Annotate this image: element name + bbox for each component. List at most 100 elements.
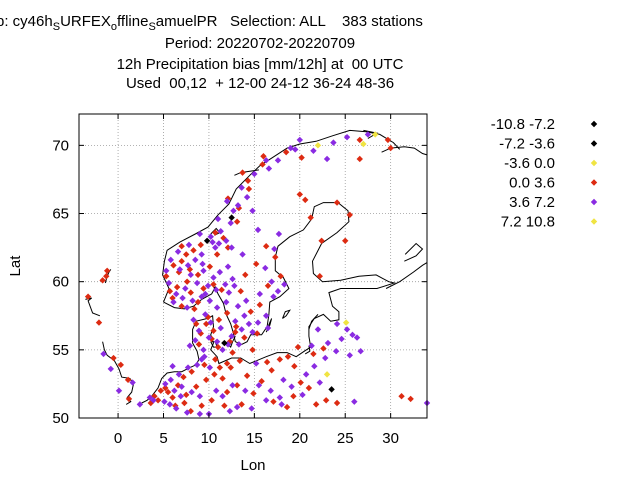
station-point — [322, 397, 330, 404]
station-point — [302, 371, 310, 378]
station-point — [262, 264, 269, 272]
station-point — [179, 294, 186, 302]
station-point — [316, 379, 323, 386]
x-tick-label: 10 — [201, 430, 218, 447]
station-point — [276, 394, 284, 401]
station-point — [178, 383, 185, 390]
x-tick-label: 25 — [337, 430, 354, 447]
station-point — [222, 237, 230, 244]
station-point — [256, 301, 264, 309]
station-point — [154, 397, 162, 404]
station-point — [222, 298, 230, 306]
station-point — [176, 266, 184, 273]
station-point — [227, 364, 234, 371]
station-point — [316, 273, 323, 280]
station-point — [181, 399, 188, 407]
station-point — [328, 386, 335, 393]
legend-marker — [590, 179, 598, 186]
station-point — [202, 311, 209, 318]
station-point — [308, 342, 315, 349]
station-point — [242, 271, 249, 279]
station-point — [268, 367, 275, 374]
station-point — [247, 308, 254, 315]
station-point — [170, 298, 177, 306]
station-point — [212, 356, 219, 363]
station-point — [171, 387, 178, 394]
station-point — [117, 361, 124, 369]
station-point — [110, 354, 117, 362]
station-point — [167, 256, 174, 264]
station-point — [215, 240, 223, 247]
station-point — [216, 364, 224, 371]
x-axis-label: Lon — [240, 457, 265, 474]
station-point — [243, 372, 251, 379]
station-point — [237, 288, 244, 295]
station-point — [346, 211, 353, 219]
coastline-map — [85, 129, 428, 405]
station-point — [188, 388, 195, 396]
station-point — [201, 361, 208, 369]
station-point — [195, 341, 203, 348]
station-point — [233, 218, 241, 225]
station-point — [357, 348, 364, 355]
station-point — [283, 403, 291, 411]
station-point — [249, 207, 256, 214]
station-point — [314, 326, 322, 333]
station-point — [244, 177, 252, 184]
station-point — [174, 248, 182, 255]
station-point — [252, 260, 260, 268]
coastline — [308, 314, 319, 330]
station-point — [192, 256, 199, 264]
station-point — [184, 262, 192, 269]
x-tick-label: 0 — [114, 430, 122, 447]
station-point — [206, 297, 214, 304]
station-point — [324, 339, 332, 347]
station-point — [254, 226, 262, 234]
station-point — [200, 267, 207, 274]
station-point — [166, 288, 174, 295]
station-point — [125, 395, 133, 403]
station-point — [323, 155, 331, 163]
station-point — [229, 349, 236, 356]
station-point — [298, 154, 305, 161]
station-point — [221, 339, 228, 347]
station-point — [245, 320, 253, 328]
station-point — [161, 398, 168, 405]
station-point — [398, 392, 405, 400]
station-point — [124, 376, 132, 384]
station-point — [194, 271, 202, 279]
station-point — [232, 323, 240, 330]
station-point — [346, 352, 353, 359]
chart-title-parameter: 12h Precipitation bias [mm/12h] at 00 UT… — [116, 56, 404, 73]
station-point — [268, 278, 275, 285]
station-point — [249, 328, 256, 336]
legend-label: 3.6 7.2 — [509, 194, 555, 211]
station-point — [356, 155, 363, 163]
station-point — [213, 251, 221, 258]
station-point — [210, 281, 217, 288]
station-point — [230, 207, 237, 214]
station-point — [197, 241, 204, 249]
station-point — [351, 398, 358, 405]
station-point — [275, 230, 283, 238]
station-point — [205, 334, 213, 341]
y-tick-label: 70 — [52, 137, 69, 154]
station-point — [184, 364, 192, 371]
station-point — [136, 401, 144, 408]
station-point — [243, 193, 251, 201]
station-point — [218, 286, 225, 294]
station-point — [193, 383, 200, 390]
station-point — [194, 298, 202, 306]
y-axis-label: Lat — [7, 255, 24, 277]
station-point — [226, 407, 234, 415]
station-point — [173, 405, 180, 412]
plot-frame — [78, 113, 428, 419]
legend-marker — [590, 218, 598, 225]
station-point — [206, 364, 214, 371]
station-point — [217, 228, 224, 235]
x-tick-label: 5 — [159, 430, 167, 447]
station-point — [213, 304, 221, 311]
station-point — [162, 384, 169, 392]
station-point — [200, 346, 207, 354]
station-point — [178, 243, 185, 250]
